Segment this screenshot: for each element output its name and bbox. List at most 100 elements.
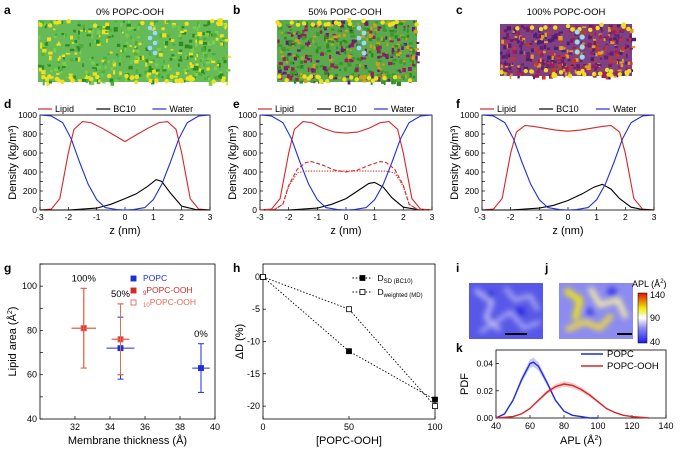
molecule-atom	[194, 57, 197, 61]
molecule-atom	[155, 72, 159, 75]
molecule-atom	[127, 75, 131, 81]
molecule-atom	[581, 26, 587, 29]
molecule-atom	[370, 81, 373, 85]
x-axis-label: z (nm)	[552, 225, 583, 237]
molecule-atom	[96, 39, 100, 44]
molecule-atom	[197, 36, 200, 41]
x-axis-label: z (nm)	[330, 225, 361, 237]
molecule-atom	[185, 55, 187, 60]
molecule-atom	[540, 66, 544, 71]
molecule-atom	[375, 44, 379, 48]
x-tick-label: 1	[151, 212, 156, 222]
headgroup-atom	[323, 22, 328, 27]
data-point	[346, 306, 352, 313]
molecule-atom	[177, 63, 180, 68]
molecule-atom	[409, 73, 412, 78]
headgroup-atom	[89, 76, 94, 82]
molecule-atom	[169, 37, 171, 41]
molecule-atom	[151, 27, 156, 31]
molecule-atom	[86, 34, 91, 37]
molecule-atom	[581, 65, 584, 70]
molecule-atom	[519, 36, 522, 40]
molecule-atom	[168, 80, 173, 82]
molecule-atom	[391, 49, 395, 52]
molecule-atom	[197, 32, 202, 37]
molecule-atom	[73, 29, 76, 33]
density-plot-0pct: -3 -2 -1 0 1 2 3 0 200 400 600 800 1000 z (nm) Density…	[7, 104, 213, 237]
molecule-atom	[85, 79, 88, 83]
headgroup-atom	[275, 20, 280, 25]
molecule-atom	[525, 57, 531, 62]
molecule-atom	[609, 51, 614, 56]
headgroup-atom	[211, 79, 216, 84]
molecule-atom	[90, 81, 95, 85]
molecule-atom	[589, 45, 594, 48]
x-tick-label: 3	[652, 212, 657, 222]
molecule-atom	[159, 33, 164, 38]
molecule-atom	[123, 45, 127, 48]
molecule-atom	[352, 57, 356, 60]
molecule-atom	[79, 44, 84, 48]
molecule-atom	[155, 20, 159, 23]
colorbar: APL (Å2) 140 90 40	[632, 279, 667, 347]
molecule-atom	[540, 53, 544, 57]
molecule-atom	[101, 81, 106, 84]
molecule-atom	[91, 61, 95, 65]
molecule-atom	[97, 35, 101, 38]
molecule-atom	[396, 69, 399, 72]
data-point	[432, 403, 438, 409]
molecule-atom	[322, 26, 326, 29]
molecule-atom	[622, 71, 626, 75]
molecule-atom	[285, 40, 289, 45]
molecule-atom	[390, 55, 394, 58]
y-tick-label: 0	[32, 205, 37, 215]
molecule-atom	[533, 33, 538, 38]
headgroup-atom	[558, 70, 564, 75]
molecule-atom	[567, 58, 571, 62]
molecule-atom	[378, 45, 382, 49]
x-tick-label: 140	[658, 421, 673, 431]
molecule-atom	[177, 26, 180, 31]
molecule-atom	[349, 58, 354, 63]
molecule-atom	[615, 71, 620, 75]
molecule-atom	[184, 44, 190, 49]
molecule-atom	[384, 79, 388, 82]
x-tick-label: 100	[590, 421, 605, 431]
molecule-atom	[401, 20, 406, 23]
bc10-probe-atom	[152, 50, 158, 56]
molecule-atom	[190, 64, 194, 68]
molecule-atom	[388, 37, 391, 41]
molecule-atom	[553, 53, 556, 56]
molecule-atom	[528, 43, 533, 45]
molecule-atom	[162, 33, 167, 38]
molecule-atom	[149, 60, 153, 64]
molecule-atom	[171, 24, 176, 28]
molecule-atom	[517, 31, 521, 36]
molecule-atom	[39, 68, 42, 72]
molecule-atom	[609, 31, 612, 35]
molecule-atom	[220, 42, 224, 46]
molecule-atom	[573, 66, 576, 69]
molecule-atom	[542, 62, 545, 66]
y-tick-label: 400	[243, 167, 257, 177]
molecule-atom	[535, 36, 540, 39]
molecule-atom	[78, 79, 82, 82]
molecule-atom	[362, 74, 367, 79]
molecule-atom	[613, 71, 618, 76]
molecule-atom	[133, 28, 137, 31]
molecule-atom	[196, 53, 199, 58]
molecule-atom	[200, 47, 205, 52]
molecule-atom	[344, 50, 347, 55]
molecule-atom	[286, 60, 288, 64]
x-tick-label: 2	[623, 212, 628, 222]
headgroup-atom	[328, 74, 334, 80]
bc10-probe-atom	[579, 54, 586, 60]
molecule-atom	[593, 38, 597, 41]
molecule-atom	[297, 33, 301, 38]
molecule-atom	[359, 75, 363, 80]
headgroup-atom	[515, 26, 520, 31]
molecule-atom	[356, 43, 359, 47]
x-axis-label: z (nm)	[109, 225, 140, 237]
x-tick-label: -1	[93, 212, 101, 222]
headgroup-atom	[582, 72, 587, 77]
